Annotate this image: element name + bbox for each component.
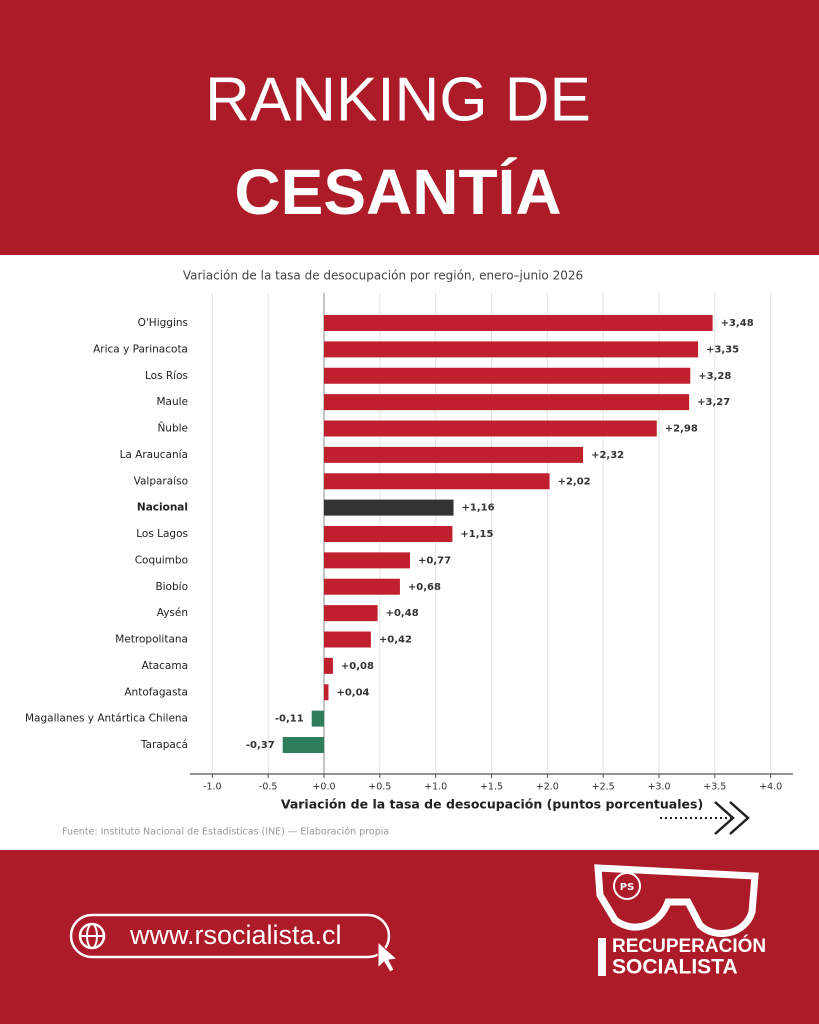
x-tick-label: +0.0 <box>312 782 335 793</box>
bar <box>311 710 324 727</box>
chart-title: Variación de la tasa de desocupación por… <box>183 269 583 283</box>
y-tick-label: Magallanes y Antártica Chilena <box>25 713 188 725</box>
y-tick-label: Nacional <box>137 502 188 514</box>
x-tick-label: +1.5 <box>480 782 503 793</box>
bar <box>324 631 371 648</box>
header-band <box>0 0 819 255</box>
bar <box>324 552 410 569</box>
bar <box>282 737 324 753</box>
data-label: +3,28 <box>698 371 731 382</box>
title-line1: RANKING DE <box>205 65 591 134</box>
y-tick-label: Antofagasta <box>124 686 188 698</box>
x-tick-label: +1.0 <box>424 782 447 793</box>
data-label: +3,48 <box>721 318 754 329</box>
data-label: +3,27 <box>697 397 730 408</box>
y-tick-label: Los Ríos <box>145 370 188 382</box>
data-label: +2,32 <box>591 450 624 461</box>
bar <box>324 499 454 516</box>
data-label: +2,98 <box>665 424 698 435</box>
y-tick-label: Ñuble <box>157 422 188 435</box>
data-label: +0,42 <box>379 635 412 646</box>
x-tick-label: +4.0 <box>759 782 782 793</box>
url-pill[interactable]: www.rsocialista.cl <box>69 913 399 973</box>
arrow-decoration <box>660 801 750 835</box>
title-line2: CESANTÍA <box>234 156 561 228</box>
bar <box>324 420 657 437</box>
data-label: +0,68 <box>408 582 441 593</box>
url[interactable]: www.rsocialista.cl <box>129 920 342 950</box>
data-label: +0,04 <box>336 687 369 698</box>
data-label: +2,02 <box>558 476 591 487</box>
y-tick-label: Atacama <box>142 660 188 672</box>
y-tick-label: Coquimbo <box>135 554 188 566</box>
bar <box>324 367 691 384</box>
logo-line1: RECUPERACIÓN <box>612 935 766 957</box>
bar <box>324 526 453 542</box>
y-tick-label: Valparaíso <box>134 475 188 487</box>
footer-band <box>0 850 819 1024</box>
data-label: +3,35 <box>706 344 739 355</box>
y-tick-label: O'Higgins <box>138 317 188 329</box>
y-tick-label: La Araucanía <box>120 449 188 461</box>
data-label: +1,16 <box>462 503 495 514</box>
data-label: +0,08 <box>341 661 374 672</box>
x-tick-label: -0.5 <box>259 782 278 793</box>
data-label: +1,15 <box>460 529 493 540</box>
x-tick-label: +3.5 <box>703 782 726 793</box>
y-tick-label: Metropolitana <box>115 634 188 646</box>
data-label: -0,37 <box>246 740 275 751</box>
x-tick-label: +0.5 <box>368 782 391 793</box>
logo-line2: SOCIALISTA <box>612 956 738 979</box>
y-tick-label: Tarapacá <box>140 739 188 751</box>
x-tick-label: +3.0 <box>647 782 670 793</box>
bar <box>324 657 333 674</box>
bar <box>324 315 713 331</box>
y-tick-label: Los Lagos <box>136 528 188 540</box>
x-tick-label: +2.5 <box>592 782 615 793</box>
bar <box>324 341 699 358</box>
bar <box>324 394 690 411</box>
y-tick-label: Maule <box>156 396 188 408</box>
y-tick-label: Biobío <box>155 581 188 593</box>
logo: PS RECUPERACIÓN SOCIALISTA <box>594 864 766 979</box>
x-axis-label: Variación de la tasa de desocupación (pu… <box>281 797 703 812</box>
bar <box>324 684 329 701</box>
plot: -1.0 -0.5 +0.0 +0.5 +1.0 +1.5 +2.0 +2.5 +3.0 +3.5… <box>25 293 793 793</box>
y-tick-label: Arica y Parinacota <box>93 343 188 355</box>
bar <box>324 605 378 622</box>
data-label: -0,11 <box>275 714 304 725</box>
bar <box>324 473 550 490</box>
logo-badge: PS <box>620 882 635 893</box>
x-tick-label: +2.0 <box>536 782 559 793</box>
bar <box>324 578 400 595</box>
y-tick-label: Aysén <box>157 607 188 619</box>
data-label: +0,48 <box>386 608 419 619</box>
bar <box>324 446 584 463</box>
data-label: +0,77 <box>418 555 451 566</box>
x-tick-label: -1.0 <box>203 782 222 793</box>
source-note: Fuente: Instituto Nacional de Estadístic… <box>62 827 389 838</box>
